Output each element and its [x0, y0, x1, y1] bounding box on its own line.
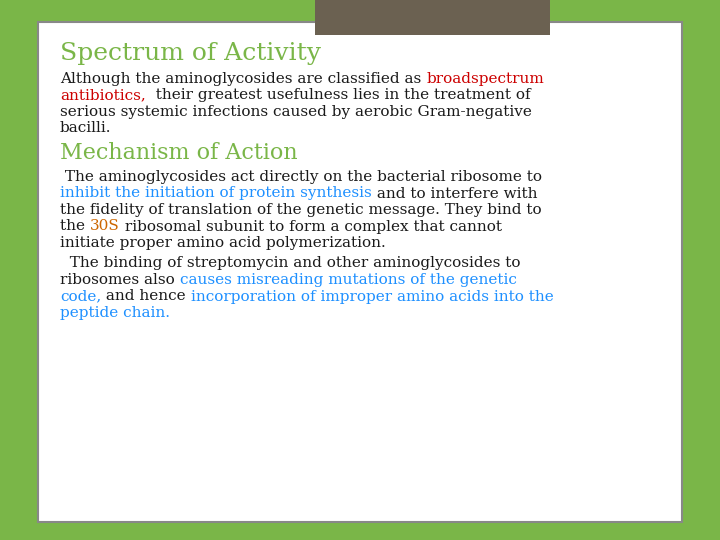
Text: Spectrum of Activity: Spectrum of Activity: [60, 42, 321, 65]
Text: antibiotics,: antibiotics,: [60, 89, 145, 103]
Text: the fidelity of translation of the genetic message. They bind to: the fidelity of translation of the genet…: [60, 203, 541, 217]
Text: their greatest usefulness lies in the treatment of: their greatest usefulness lies in the tr…: [145, 89, 531, 103]
Text: The binding of streptomycin and other aminoglycosides to: The binding of streptomycin and other am…: [60, 256, 521, 271]
Text: causes misreading mutations of the genetic: causes misreading mutations of the genet…: [179, 273, 516, 287]
Text: and to interfere with: and to interfere with: [372, 186, 537, 200]
Text: inhibit the initiation of protein synthesis: inhibit the initiation of protein synthe…: [60, 186, 372, 200]
Text: peptide chain.: peptide chain.: [60, 306, 170, 320]
Text: Mechanism of Action: Mechanism of Action: [60, 142, 297, 164]
Bar: [38, 22, 682, 522]
Text: incorporation of improper amino acids into the: incorporation of improper amino acids in…: [191, 289, 554, 303]
Text: The aminoglycosides act directly on the bacterial ribosome to: The aminoglycosides act directly on the …: [60, 170, 542, 184]
Text: broadspectrum: broadspectrum: [426, 72, 544, 86]
Text: and hence: and hence: [102, 289, 191, 303]
Text: the: the: [60, 219, 90, 233]
Text: 30S: 30S: [90, 219, 120, 233]
Text: ribosomes also: ribosomes also: [60, 273, 179, 287]
Text: serious systemic infections caused by aerobic Gram-negative: serious systemic infections caused by ae…: [60, 105, 532, 119]
Text: bacilli.: bacilli.: [60, 122, 112, 136]
Bar: [315, 0, 550, 35]
Text: code,: code,: [60, 289, 102, 303]
Text: Although the aminoglycosides are classified as: Although the aminoglycosides are classif…: [60, 72, 426, 86]
Text: initiate proper amino acid polymerization.: initiate proper amino acid polymerizatio…: [60, 236, 386, 250]
Text: ribosomal subunit to form a complex that cannot: ribosomal subunit to form a complex that…: [120, 219, 502, 233]
